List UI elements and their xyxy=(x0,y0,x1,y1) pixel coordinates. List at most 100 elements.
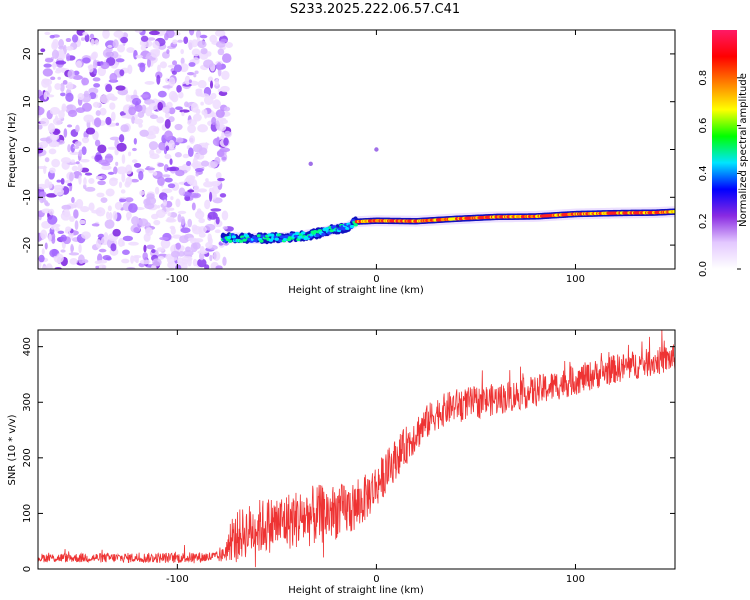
y-tick-label: 100 xyxy=(22,504,33,523)
noise-blob xyxy=(210,92,217,100)
noise-blob xyxy=(78,244,82,254)
noise-blob xyxy=(84,33,90,43)
noise-blob xyxy=(170,92,179,103)
noise-blob xyxy=(169,158,173,165)
noise-blob xyxy=(172,234,182,239)
noise-blob xyxy=(72,145,80,149)
noise-blob xyxy=(170,250,181,258)
noise-blob xyxy=(147,125,159,135)
ridge-core xyxy=(226,235,232,240)
ridge-core xyxy=(324,226,330,231)
noise-blob xyxy=(175,264,182,269)
noise-blob xyxy=(187,218,193,228)
noise-blob xyxy=(99,107,107,116)
noise-blob xyxy=(48,148,57,155)
colorbar-tick-label: 0.4 xyxy=(698,165,709,181)
noise-blob xyxy=(88,202,95,211)
noise-blob xyxy=(83,183,87,190)
noise-blob xyxy=(50,76,56,81)
noise-blob xyxy=(220,38,228,43)
noise-blob xyxy=(102,48,112,58)
noise-blob xyxy=(52,38,59,49)
ridge-core xyxy=(293,234,299,238)
noise-blob xyxy=(131,159,138,164)
noise-blob xyxy=(50,226,55,230)
noise-blob xyxy=(92,59,98,70)
noise-blob xyxy=(110,111,116,122)
noise-blob xyxy=(58,45,65,50)
noise-blob xyxy=(121,172,126,183)
noise-blob xyxy=(164,130,173,141)
noise-blob xyxy=(204,142,209,150)
noise-blob xyxy=(66,124,73,128)
ridge-core xyxy=(268,238,274,242)
noise-blob xyxy=(57,49,65,59)
noise-blob xyxy=(175,198,181,208)
noise-blob xyxy=(51,236,56,244)
noise-blob xyxy=(116,142,127,152)
y-tick-label: 20 xyxy=(22,48,33,61)
noise-blob xyxy=(214,30,226,37)
noise-blob xyxy=(65,92,74,102)
noise-blob xyxy=(115,58,125,63)
noise-blob xyxy=(222,226,228,230)
noise-blob xyxy=(177,210,187,215)
ridge-core xyxy=(329,229,335,233)
ridge-core xyxy=(231,235,237,239)
noise-blob xyxy=(109,72,118,83)
noise-blob xyxy=(197,80,207,89)
noise-blob xyxy=(75,161,80,165)
noise-blob xyxy=(157,162,164,167)
noise-blob xyxy=(201,160,210,167)
noise-blob xyxy=(133,162,142,168)
noise-blob xyxy=(195,173,199,177)
noise-blob xyxy=(138,218,149,227)
noise-blob xyxy=(197,40,207,49)
noise-blob xyxy=(128,241,139,246)
ridge-core xyxy=(278,239,283,243)
noise-blob xyxy=(42,68,53,77)
noise-blob xyxy=(132,147,137,152)
noise-blob xyxy=(82,31,88,36)
noise-blob xyxy=(169,225,176,230)
noise-blob xyxy=(54,115,59,122)
noise-blob xyxy=(162,174,171,178)
noise-blob xyxy=(212,251,221,261)
noise-blob xyxy=(128,106,137,116)
noise-blob xyxy=(41,266,48,269)
noise-blob xyxy=(140,94,149,98)
noise-blob xyxy=(44,31,51,36)
x-tick-label: 0 xyxy=(373,574,379,585)
noise-blob xyxy=(80,206,90,213)
spectrogram-heatmap xyxy=(38,30,675,269)
noise-blob xyxy=(181,261,188,269)
noise-blob xyxy=(189,135,196,144)
noise-blob xyxy=(166,166,177,172)
noise-blob xyxy=(93,117,102,128)
noise-blob xyxy=(66,82,74,90)
noise-blob xyxy=(94,260,102,265)
noise-blob xyxy=(118,181,123,189)
noise-blob xyxy=(51,158,61,168)
noise-blob xyxy=(156,204,161,209)
x-tick-label: -100 xyxy=(166,574,189,585)
ridge-core xyxy=(274,237,280,241)
noise-blob xyxy=(165,145,170,151)
noise-blob xyxy=(66,104,74,110)
noise-blob xyxy=(195,88,203,93)
noise-blob xyxy=(157,101,163,111)
noise-blob xyxy=(167,64,176,68)
ridge-core xyxy=(294,231,300,236)
noise-blob xyxy=(46,94,55,98)
noise-blob xyxy=(105,84,113,93)
noise-blob xyxy=(221,210,229,221)
noise-blob xyxy=(135,104,143,112)
noise-blob xyxy=(47,84,52,94)
y-tick-label: -10 xyxy=(22,189,33,205)
noise-blob xyxy=(153,219,161,226)
noise-blob xyxy=(223,137,229,146)
noise-blob xyxy=(216,136,220,147)
noise-blob xyxy=(93,68,98,75)
noise-blob xyxy=(190,242,198,253)
